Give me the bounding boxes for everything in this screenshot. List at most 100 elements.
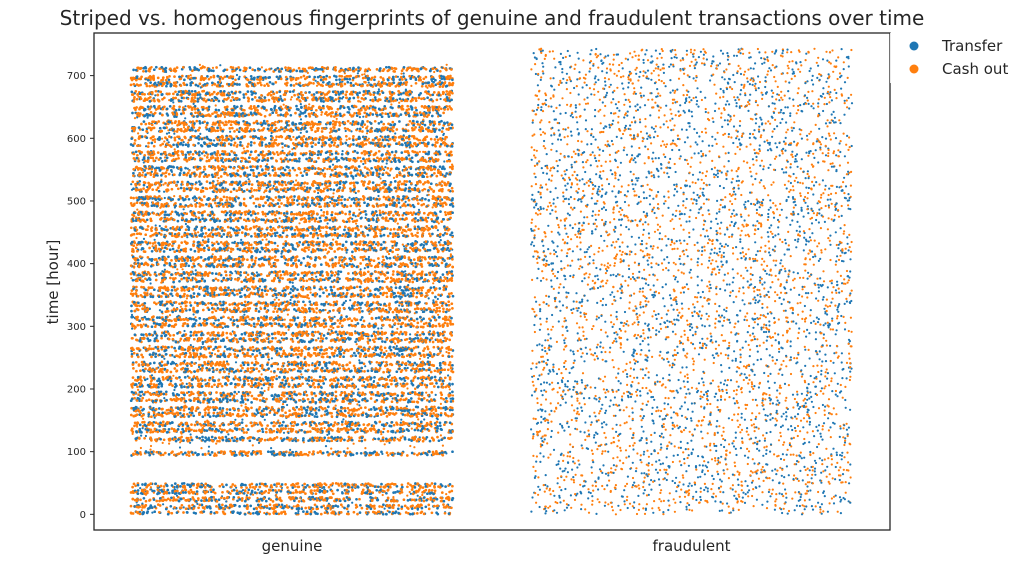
data-point	[436, 421, 439, 424]
data-point	[833, 220, 835, 222]
data-point	[733, 390, 735, 392]
data-point	[174, 90, 177, 93]
data-point	[567, 183, 569, 185]
data-point	[778, 439, 780, 441]
data-point	[707, 267, 709, 269]
data-point	[190, 423, 193, 426]
data-point	[154, 239, 156, 241]
data-point	[346, 508, 348, 510]
data-point	[702, 228, 704, 230]
data-point	[720, 117, 722, 119]
data-point	[577, 230, 579, 232]
data-point	[296, 108, 299, 111]
data-point	[760, 179, 762, 181]
data-point	[764, 245, 766, 247]
data-point	[785, 171, 787, 173]
data-point	[298, 67, 301, 70]
data-point	[591, 232, 593, 234]
data-point	[821, 463, 823, 465]
data-point	[315, 339, 318, 342]
data-point	[759, 181, 761, 183]
data-point	[758, 87, 760, 89]
data-point	[552, 326, 554, 328]
data-point	[275, 111, 278, 114]
data-point	[241, 367, 244, 370]
data-point	[714, 445, 716, 447]
data-point	[677, 205, 679, 207]
data-point	[229, 408, 232, 411]
data-point	[642, 377, 644, 379]
data-point	[283, 98, 286, 101]
data-point	[238, 391, 240, 393]
data-point	[702, 469, 704, 471]
data-point	[584, 421, 586, 423]
data-point	[169, 277, 172, 280]
data-point	[801, 376, 803, 378]
data-point	[679, 408, 681, 410]
data-point	[353, 511, 356, 514]
data-point	[386, 409, 389, 412]
data-point	[693, 192, 695, 194]
data-point	[317, 157, 320, 160]
data-point	[806, 387, 808, 389]
data-point	[531, 394, 533, 396]
data-point	[813, 212, 815, 214]
data-point	[773, 217, 775, 219]
data-point	[746, 77, 748, 79]
data-point	[787, 90, 789, 92]
data-point	[191, 266, 194, 269]
data-point	[764, 440, 766, 442]
data-point	[833, 352, 835, 354]
data-point	[638, 237, 640, 239]
data-point	[243, 198, 246, 201]
data-point	[578, 93, 580, 95]
data-point	[389, 232, 392, 235]
data-point	[139, 487, 141, 489]
data-point	[683, 272, 685, 274]
data-point	[345, 168, 348, 171]
data-point	[806, 139, 808, 141]
data-point	[337, 108, 340, 111]
data-point	[667, 473, 669, 475]
data-point	[380, 243, 383, 246]
data-point	[688, 509, 690, 511]
data-point	[564, 136, 566, 138]
data-point	[220, 241, 223, 244]
data-point	[225, 332, 228, 335]
data-point	[553, 388, 555, 390]
data-point	[449, 361, 452, 364]
data-point	[354, 354, 357, 357]
data-point	[645, 387, 647, 389]
data-point	[313, 392, 316, 395]
data-point	[698, 135, 700, 137]
data-point	[569, 214, 571, 216]
data-point	[646, 132, 648, 134]
data-point	[849, 371, 851, 373]
data-point	[739, 238, 741, 240]
data-point	[830, 301, 832, 303]
data-point	[207, 424, 210, 427]
data-point	[564, 173, 566, 175]
data-point	[786, 72, 788, 74]
data-point	[560, 53, 562, 55]
data-point	[313, 76, 316, 79]
data-point	[622, 88, 624, 90]
data-point	[656, 88, 658, 90]
data-point	[710, 424, 712, 426]
data-point	[442, 310, 445, 313]
data-point	[747, 81, 749, 83]
data-point	[550, 97, 552, 99]
data-point	[749, 94, 751, 96]
data-point	[663, 423, 665, 425]
data-point	[703, 54, 705, 56]
data-point	[744, 219, 746, 221]
data-point	[777, 400, 779, 402]
data-point	[135, 431, 138, 434]
data-point	[399, 398, 402, 401]
data-point	[719, 96, 721, 98]
data-point	[563, 479, 565, 481]
data-point	[134, 90, 137, 93]
data-point	[851, 331, 853, 333]
data-point	[382, 255, 385, 258]
data-point	[768, 491, 770, 493]
